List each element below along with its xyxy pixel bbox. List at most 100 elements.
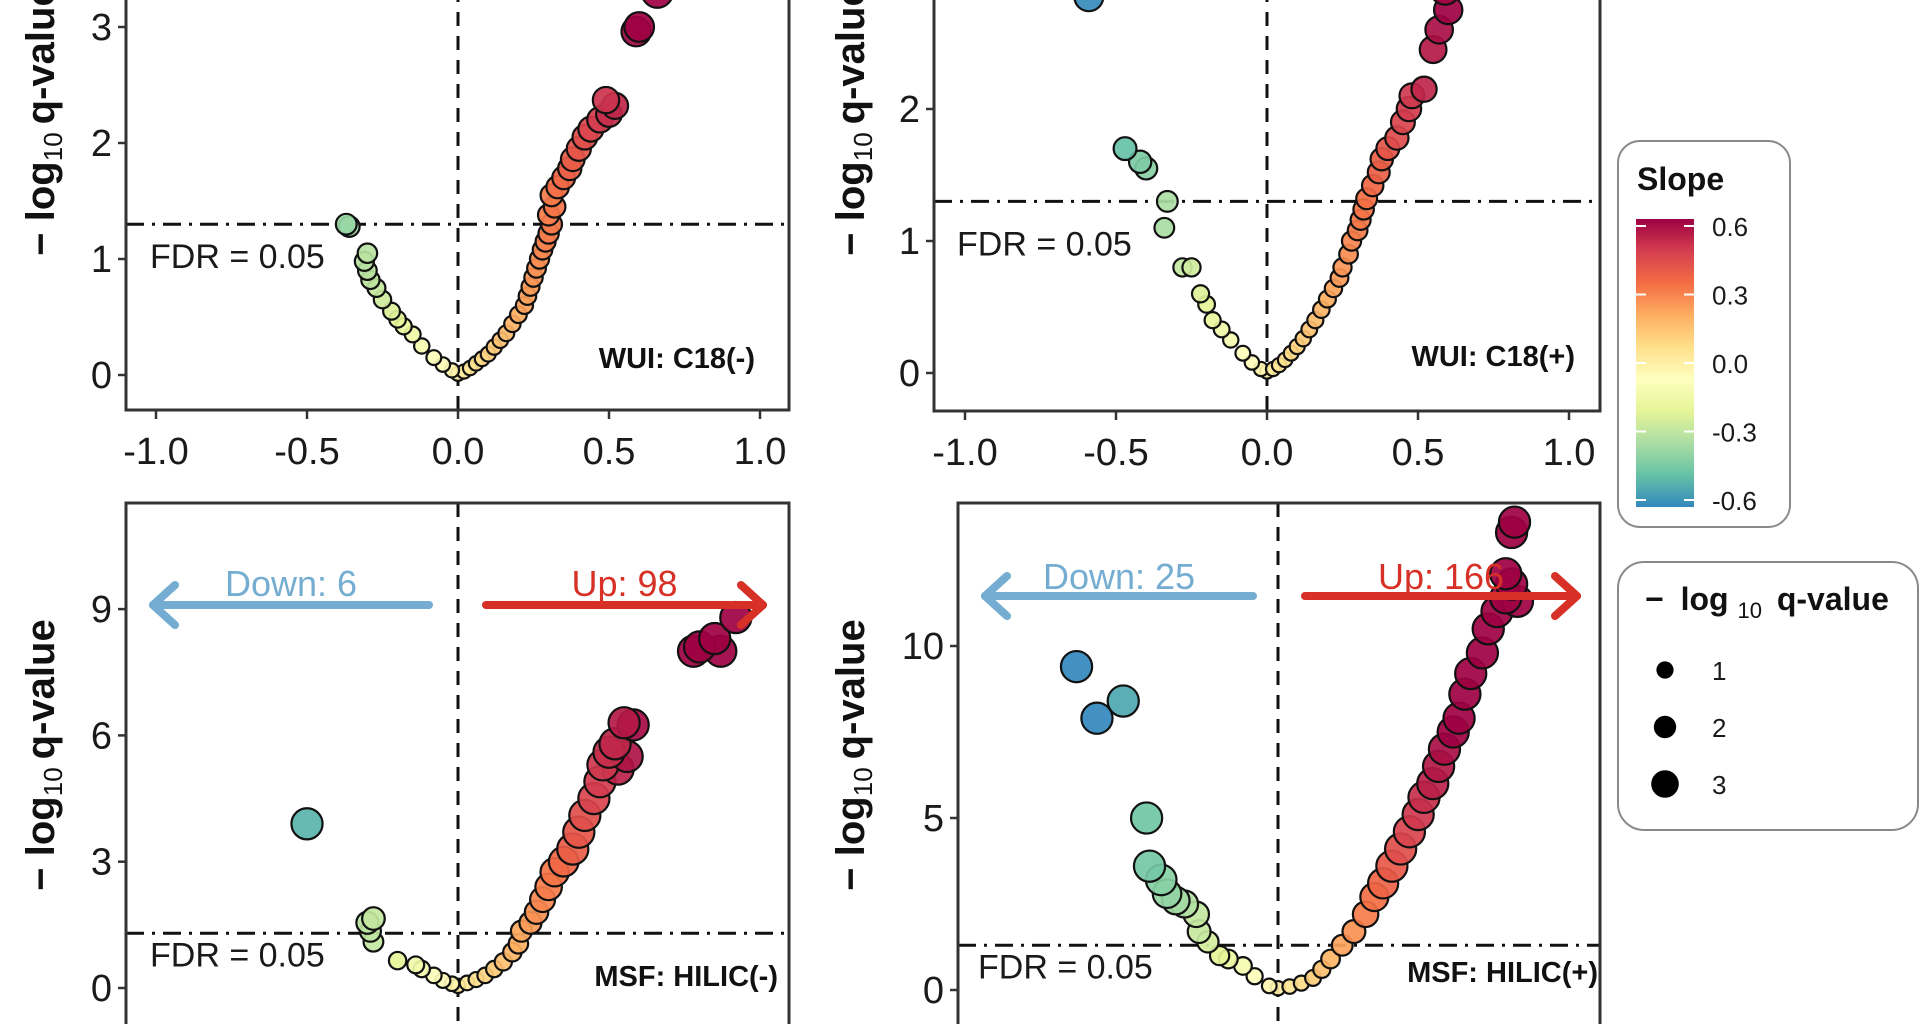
data-point — [1489, 557, 1523, 591]
panel-title: MSF: HILIC(+) — [1407, 957, 1598, 989]
down-arrow: Down: 6 — [149, 563, 433, 629]
data-point — [623, 11, 656, 43]
up-count-label: Up: 98 — [571, 563, 677, 604]
fdr-label: FDR = 0.05 — [957, 225, 1132, 263]
size-legend: − log 10 q-value 1 2 3 — [1617, 561, 1919, 831]
data-point — [1106, 684, 1140, 718]
data-point — [1132, 849, 1167, 883]
data-point — [1080, 701, 1114, 735]
data-point — [1190, 284, 1211, 304]
data-point — [290, 807, 324, 841]
color-legend-title: Slope — [1637, 161, 1724, 197]
y-tick-label: 6 — [91, 715, 112, 757]
y-tick-label: 0 — [899, 353, 920, 395]
colorbar-tick-label: 0.3 — [1712, 281, 1748, 311]
y-tick-label: 1 — [899, 221, 920, 263]
size-legend-label: 2 — [1712, 713, 1726, 743]
arrow-right-icon — [737, 581, 767, 629]
data-point — [698, 621, 732, 656]
x-tick-label: 1.0 — [1543, 432, 1596, 474]
data-point — [1234, 344, 1252, 362]
x-tick-label: 0.5 — [1392, 432, 1445, 474]
y-tick-label: 3 — [91, 842, 112, 884]
plot-frame — [956, 501, 1602, 1024]
x-tick-label: 0.0 — [432, 431, 485, 473]
y-axis-label: − log10q-value — [829, 619, 878, 890]
size-legend-label: 3 — [1712, 770, 1726, 800]
panel-bottom-left: Down: 6 Up: 98 FDR = 0.05 MSF: HILIC(-) 0 3 6 9… — [19, 501, 791, 1024]
y-axis-label: − log10q-value — [19, 619, 68, 890]
fdr-label: FDR = 0.05 — [150, 238, 325, 276]
data-point — [1497, 505, 1532, 539]
y-tick-label: 3 — [91, 7, 112, 49]
panel-title: WUI: C18(-) — [599, 343, 755, 375]
size-legend-title-minus: − — [1645, 581, 1664, 617]
up-arrow: Up: 98 — [482, 563, 767, 629]
size-legend-box — [1617, 561, 1919, 831]
data-point — [1073, 0, 1104, 13]
arrow-right-icon — [1551, 572, 1581, 620]
data-point — [334, 212, 358, 236]
x-tick-label: -0.5 — [1083, 432, 1148, 474]
colorbar-tick-label: 0.0 — [1712, 349, 1748, 379]
size-legend-title-sub: 10 — [1737, 598, 1761, 623]
size-legend-dot — [1656, 661, 1674, 679]
x-tick-label: 0.5 — [583, 431, 636, 473]
x-tick-label: -0.5 — [274, 431, 339, 473]
data-point — [406, 955, 426, 975]
x-tick-label: -1.0 — [932, 432, 997, 474]
y-tick-label: 10 — [902, 626, 944, 668]
y-tick-label: 5 — [923, 798, 944, 840]
size-legend-dot — [1651, 770, 1679, 798]
size-legend-label: 1 — [1712, 656, 1726, 686]
colorbar-tick-label: 0.6 — [1712, 212, 1748, 242]
down-count-label: Down: 6 — [225, 563, 357, 604]
arrow-left-icon — [149, 581, 179, 629]
y-tick-label: 2 — [91, 123, 112, 165]
fdr-label: FDR = 0.05 — [150, 936, 325, 974]
data-point — [591, 85, 621, 115]
data-point — [1432, 0, 1458, 6]
data-point — [1260, 977, 1278, 995]
plot-frame — [124, 501, 791, 1024]
y-tick-label: 9 — [91, 589, 112, 631]
size-legend-title-log: log — [1681, 581, 1729, 617]
y-tick-label: 1 — [91, 239, 112, 281]
data-point — [1203, 311, 1222, 330]
colorbar-tick-label: -0.6 — [1712, 486, 1757, 516]
arrow-left-icon — [981, 572, 1011, 620]
panel-bottom-right: Down: 25 Up: 166 FDR = 0.05 MSF: HILIC(+) 0 5… — [829, 501, 1602, 1024]
y-axis-label: − log10q-value — [829, 0, 878, 256]
data-point — [356, 242, 379, 265]
data-point — [413, 337, 431, 355]
fdr-label: FDR = 0.05 — [978, 948, 1153, 986]
size-legend-dot — [1653, 715, 1677, 739]
data-point — [607, 706, 641, 740]
data-point — [387, 950, 408, 971]
color-legend: Slope 0.6 0.3 0.0 -0.3 -0.6 — [1617, 140, 1791, 528]
data-point — [1181, 257, 1202, 278]
colorbar-tick-label: -0.3 — [1712, 418, 1757, 448]
x-tick-label: 1.0 — [734, 431, 787, 473]
y-tick-label: 0 — [91, 355, 112, 397]
data-point — [642, 0, 673, 9]
size-legend-title: − log 10 q-value — [1645, 581, 1889, 625]
panel-title: WUI: C18(+) — [1411, 341, 1575, 373]
data-point — [1410, 75, 1438, 103]
y-tick-label: 0 — [91, 968, 112, 1010]
up-count-label: Up: 166 — [1378, 556, 1504, 597]
data-point — [1432, 0, 1464, 26]
data-point — [1112, 136, 1138, 162]
data-point — [425, 349, 443, 367]
up-arrow: Up: 166 — [1301, 556, 1581, 620]
data-point — [1155, 189, 1179, 213]
x-tick-label: 0.0 — [1241, 432, 1294, 474]
data-point — [1059, 649, 1094, 684]
panel-top-left: FDR = 0.05 WUI: C18(-) 0 1 2 3 -1.0 -0.5 0.0 0.5 1… — [19, 0, 791, 473]
panel-title: MSF: HILIC(-) — [594, 961, 778, 993]
y-axis-label: − log10q-value — [19, 0, 68, 256]
data-point — [1129, 801, 1164, 835]
y-tick-label: 0 — [923, 970, 944, 1012]
panel-top-right: FDR = 0.05 WUI: C18(+) 0 1 2 -1.0 -0.5 0.0 0.5 1.… — [829, 0, 1602, 474]
